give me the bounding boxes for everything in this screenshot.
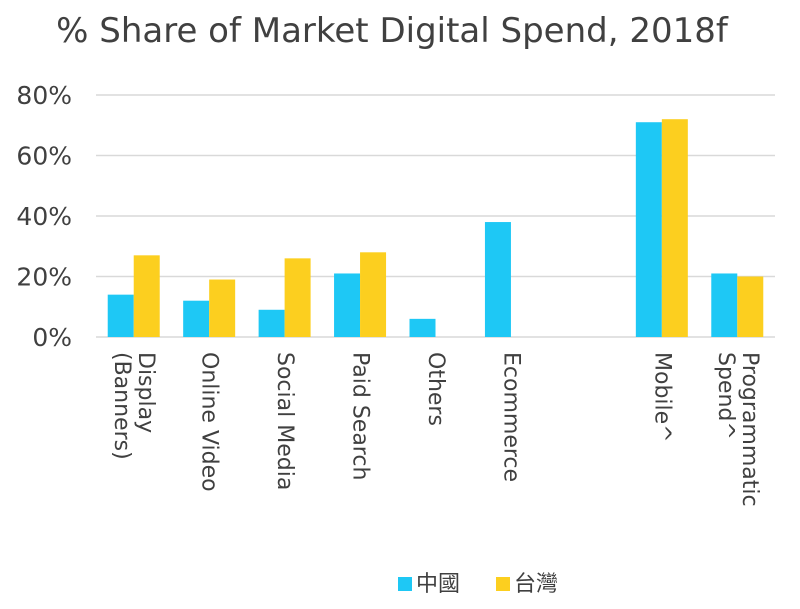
y-tick-label: 60%: [16, 142, 72, 171]
bar: [284, 258, 311, 337]
bar: [258, 309, 285, 337]
legend: 中國 台灣: [398, 572, 558, 597]
y-axis-ticks: 0% 20% 40% 60% 80%: [16, 81, 72, 352]
legend-label: 中國: [416, 572, 460, 597]
x-tick-label: Mobile^: [649, 352, 674, 443]
x-tick-label: Online Video: [197, 352, 222, 492]
bar: [711, 273, 738, 337]
x-tick-label: Programmatic: [737, 352, 762, 507]
bar: [409, 318, 436, 337]
y-tick-label: 20%: [16, 263, 72, 292]
x-tick-label: Paid Search: [348, 352, 373, 480]
bar: [484, 222, 511, 337]
bar: [737, 276, 764, 337]
x-tick-label: Social Media: [272, 352, 297, 490]
legend-swatch: [398, 577, 412, 591]
x-tick-label: (Banners): [109, 352, 134, 460]
bar: [360, 252, 387, 337]
bar: [209, 279, 236, 337]
x-tick-label: Others: [423, 352, 448, 426]
legend-swatch: [496, 577, 510, 591]
x-tick-label: Ecommerce: [498, 352, 523, 482]
bar: [635, 122, 662, 337]
bar: [661, 119, 688, 337]
bars: [107, 119, 764, 337]
chart-title: % Share of Market Digital Spend, 2018f: [56, 11, 729, 51]
x-tick-label: Spend^: [713, 352, 738, 440]
y-tick-label: 0%: [32, 323, 72, 352]
legend-label: 台灣: [514, 572, 558, 597]
y-tick-label: 40%: [16, 202, 72, 231]
x-tick-label: Display: [133, 352, 158, 433]
bar: [334, 273, 361, 337]
y-tick-label: 80%: [16, 81, 72, 110]
bar: [107, 294, 134, 337]
bar: [133, 255, 160, 337]
x-axis-ticks: Display(Banners) Online Video Social Media…: [109, 352, 762, 507]
bar: [183, 300, 210, 337]
